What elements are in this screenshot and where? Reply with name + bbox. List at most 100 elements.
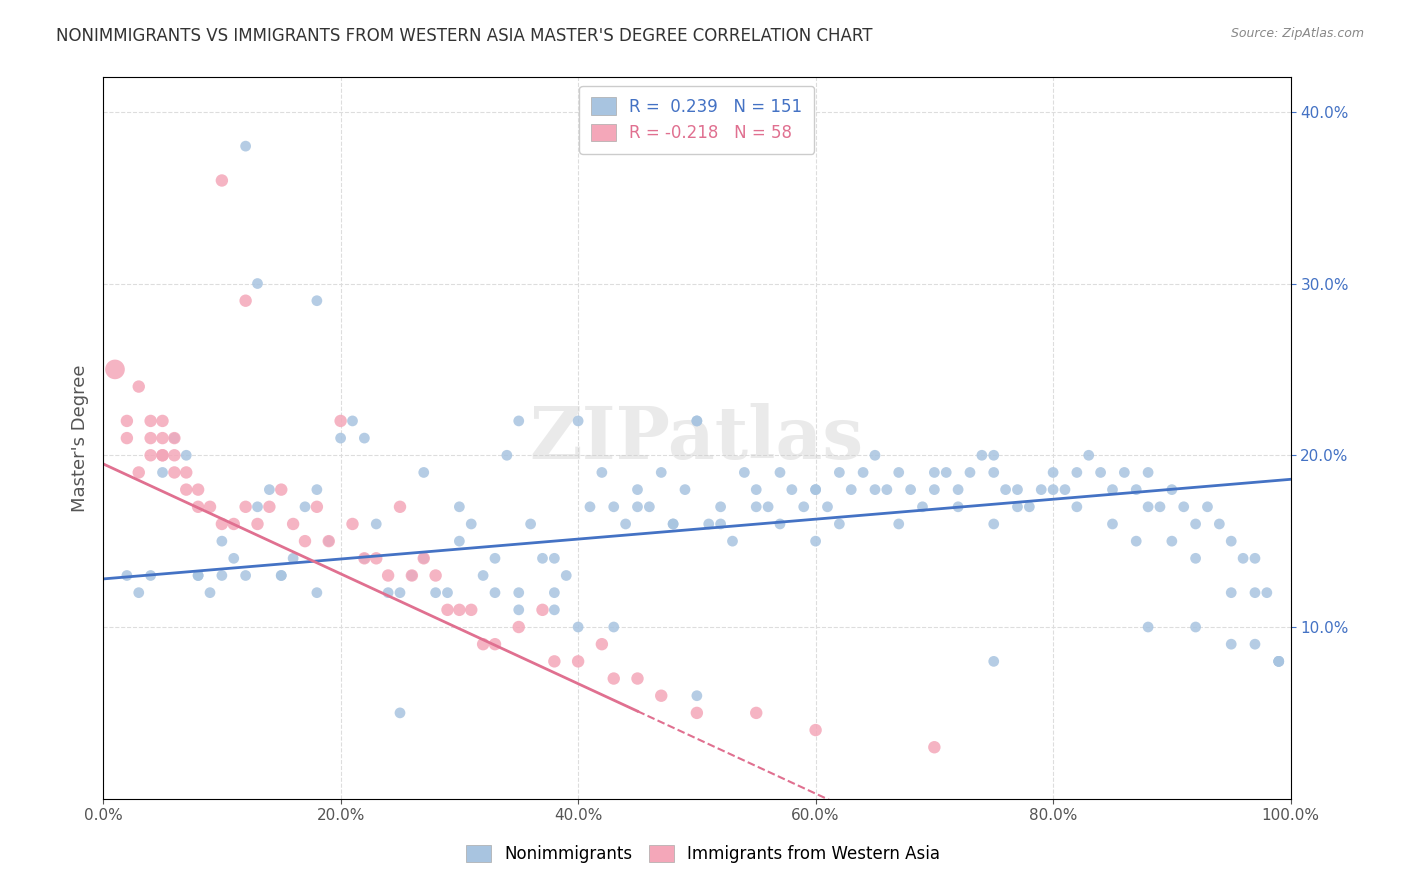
Point [686, 414, 709, 428]
Point [1267, 654, 1289, 668]
Point [366, 516, 388, 531]
Point [567, 620, 589, 634]
Point [828, 466, 851, 480]
Point [174, 466, 197, 480]
Point [721, 534, 744, 549]
Point [152, 448, 174, 462]
Point [1184, 516, 1206, 531]
Point [163, 431, 186, 445]
Point [924, 466, 946, 480]
Point [1137, 620, 1160, 634]
Point [366, 551, 388, 566]
Point [460, 516, 482, 531]
Point [804, 483, 827, 497]
Point [388, 500, 411, 514]
Point [412, 551, 434, 566]
Point [152, 448, 174, 462]
Point [163, 466, 186, 480]
Point [449, 603, 471, 617]
Point [174, 448, 197, 462]
Point [211, 534, 233, 549]
Point [959, 466, 981, 480]
Point [187, 568, 209, 582]
Point [603, 500, 626, 514]
Point [662, 516, 685, 531]
Point [745, 500, 768, 514]
Point [863, 483, 886, 497]
Point [924, 740, 946, 755]
Point [460, 603, 482, 617]
Point [1256, 585, 1278, 599]
Point [235, 139, 257, 153]
Point [318, 534, 340, 549]
Point [508, 585, 530, 599]
Point [543, 603, 565, 617]
Point [211, 568, 233, 582]
Point [187, 500, 209, 514]
Point [305, 500, 328, 514]
Point [388, 585, 411, 599]
Point [839, 483, 862, 497]
Point [756, 500, 779, 514]
Point [626, 500, 648, 514]
Point [246, 516, 269, 531]
Point [353, 551, 375, 566]
Point [496, 448, 519, 462]
Point [270, 568, 292, 582]
Point [911, 500, 934, 514]
Point [769, 466, 792, 480]
Point [305, 293, 328, 308]
Text: Source: ZipAtlas.com: Source: ZipAtlas.com [1230, 27, 1364, 40]
Point [246, 500, 269, 514]
Point [305, 585, 328, 599]
Point [401, 568, 423, 582]
Point [1042, 483, 1064, 497]
Point [425, 568, 447, 582]
Point [887, 516, 910, 531]
Point [745, 706, 768, 720]
Point [1149, 500, 1171, 514]
Point [246, 277, 269, 291]
Point [697, 516, 720, 531]
Point [650, 466, 672, 480]
Point [935, 466, 957, 480]
Point [1173, 500, 1195, 514]
Point [543, 551, 565, 566]
Point [259, 500, 281, 514]
Point [1244, 637, 1267, 651]
Point [983, 466, 1005, 480]
Point [1184, 620, 1206, 634]
Point [1244, 551, 1267, 566]
Point [152, 448, 174, 462]
Point [1125, 483, 1147, 497]
Point [1184, 551, 1206, 566]
Point [222, 551, 245, 566]
Point [745, 483, 768, 497]
Point [1101, 516, 1123, 531]
Point [152, 448, 174, 462]
Point [198, 585, 221, 599]
Point [449, 500, 471, 514]
Point [686, 414, 709, 428]
Point [401, 568, 423, 582]
Point [1197, 500, 1219, 514]
Point [983, 654, 1005, 668]
Point [174, 483, 197, 497]
Point [591, 466, 613, 480]
Point [436, 585, 458, 599]
Point [1077, 448, 1099, 462]
Point [235, 500, 257, 514]
Point [1220, 637, 1243, 651]
Point [270, 568, 292, 582]
Point [1267, 654, 1289, 668]
Point [508, 620, 530, 634]
Point [508, 414, 530, 428]
Point [900, 483, 922, 497]
Point [769, 516, 792, 531]
Point [318, 534, 340, 549]
Point [970, 448, 993, 462]
Point [1267, 654, 1289, 668]
Point [804, 534, 827, 549]
Point [710, 516, 733, 531]
Point [1160, 483, 1182, 497]
